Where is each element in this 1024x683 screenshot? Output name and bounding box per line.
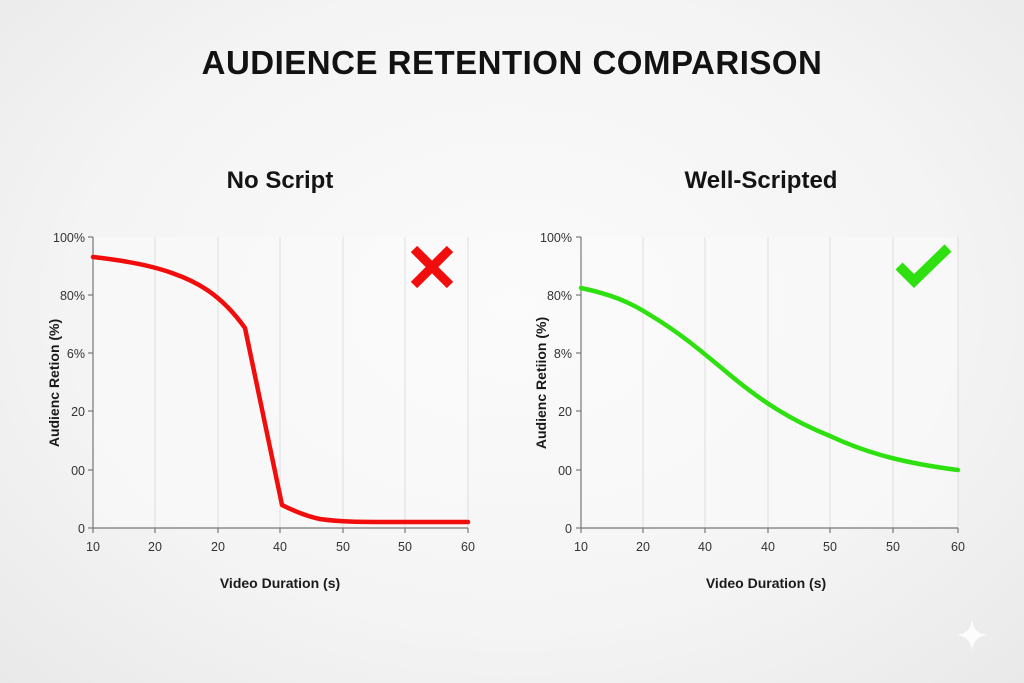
right-gridlines [642,237,959,528]
left-axes [88,236,469,533]
y-tick: 0 [78,522,85,536]
y-tick: 20 [71,405,85,419]
x-tick: 40 [698,540,712,554]
y-tick: 0 [565,522,572,536]
left-y-tick-labels: 100% 80% 6% 20 00 0 [53,231,85,536]
right-y-tick-labels: 100% 80% 8% 20 00 0 [540,231,572,536]
y-tick: 100% [53,231,85,245]
left-x-tick-labels: 10 20 20 40 50 50 60 [86,540,475,554]
left-panel-title: No Script [226,167,334,194]
sparkle-icon [956,619,988,651]
x-tick: 10 [574,540,588,554]
y-tick: 00 [558,464,572,478]
right-chart: 100% 80% 8% 20 00 0 10 20 40 40 50 50 60… [533,231,965,591]
left-y-axis-title: Audienc Retion (%) [46,319,62,447]
x-tick: 50 [336,540,350,554]
y-tick: 20 [558,405,572,419]
left-x-axis-title: Video Duration (s) [220,575,340,591]
y-tick: 00 [71,464,85,478]
right-y-axis-title: Audienc Retiion (%) [533,317,549,449]
x-tick: 50 [398,540,412,554]
right-x-tick-labels: 10 20 40 40 50 50 60 [574,540,965,554]
x-tick: 20 [148,540,162,554]
x-tick: 20 [211,540,225,554]
main-title: AUDIENCE RETENTION COMPARISON [201,44,823,81]
x-tick: 10 [86,540,100,554]
left-gridlines [154,237,469,528]
right-plot-area [581,237,958,528]
x-tick: 40 [273,540,287,554]
no-script-line [90,254,471,525]
y-tick: 80% [547,289,572,303]
y-tick: 8% [554,347,572,361]
y-tick: 100% [540,231,572,245]
x-tick: 60 [461,540,475,554]
x-tick: 20 [636,540,650,554]
right-x-axis-title: Video Duration (s) [706,575,826,591]
check-mark-icon [895,244,952,289]
right-axes [576,236,959,533]
x-tick: 50 [823,540,837,554]
x-tick: 60 [951,540,965,554]
y-tick: 80% [60,289,85,303]
well-scripted-line [578,285,961,473]
right-panel-title: Well-Scripted [684,167,838,194]
x-tick: 50 [886,540,900,554]
y-tick: 6% [67,347,85,361]
left-chart: 100% 80% 6% 20 00 0 10 20 20 40 50 50 60… [46,231,475,591]
x-mark-icon [410,245,454,289]
x-tick: 40 [761,540,775,554]
